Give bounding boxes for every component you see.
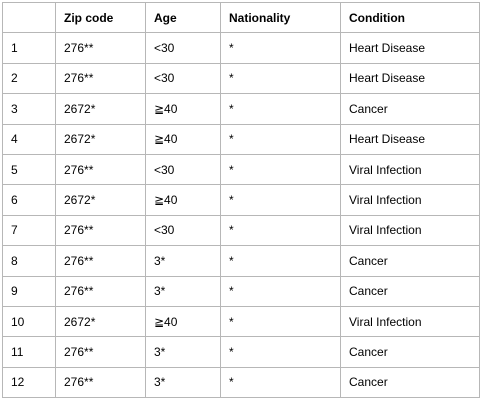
cell-index: 10 <box>2 305 56 338</box>
cell-age: <30 <box>145 62 221 95</box>
table-row: 1 276** <30 * Heart Disease <box>2 32 480 64</box>
cell-zip-code: 276** <box>55 214 146 247</box>
cell-nationality: * <box>220 214 341 247</box>
cell-condition: Cancer <box>340 245 480 277</box>
cell-index: 6 <box>2 184 56 216</box>
cell-index: 8 <box>2 245 56 277</box>
cell-index: 7 <box>2 214 56 247</box>
cell-nationality: * <box>220 123 341 155</box>
cell-condition: Heart Disease <box>340 62 480 95</box>
cell-zip-code: 276** <box>55 275 146 307</box>
cell-zip-code: 276** <box>55 153 146 186</box>
cell-index: 3 <box>2 93 56 125</box>
cell-nationality: * <box>220 62 341 95</box>
cell-condition: Heart Disease <box>340 32 480 64</box>
table-row: 5 276** <30 * Viral Infection <box>2 153 480 186</box>
header-zip-code: Zip code <box>55 1 146 34</box>
cell-condition: Cancer <box>340 93 480 125</box>
cell-index: 9 <box>2 275 56 307</box>
data-table: Zip code Age Nationality Condition 1 276*… <box>2 1 480 399</box>
cell-nationality: * <box>220 93 341 125</box>
cell-condition: Cancer <box>340 275 480 307</box>
table-body: 1 276** <30 * Heart Disease 2 276** <30 * Heart D… <box>2 32 480 399</box>
cell-nationality: * <box>220 245 341 277</box>
cell-age: <30 <box>145 153 221 186</box>
cell-zip-code: 2672* <box>55 123 146 155</box>
cell-zip-code: 2672* <box>55 184 146 216</box>
table-container: Zip code Age Nationality Condition 1 276*… <box>2 1 480 399</box>
cell-zip-code: 276** <box>55 32 146 64</box>
cell-condition: Viral Infection <box>340 153 480 186</box>
cell-condition: Cancer <box>340 366 480 399</box>
header-condition: Condition <box>340 1 480 34</box>
cell-zip-code: 2672* <box>55 305 146 338</box>
cell-zip-code: 276** <box>55 366 146 399</box>
cell-age: 3* <box>145 336 221 368</box>
cell-nationality: * <box>220 305 341 338</box>
header-age: Age <box>145 1 221 34</box>
cell-age: ≧40 <box>145 184 221 216</box>
cell-zip-code: 276** <box>55 245 146 277</box>
cell-nationality: * <box>220 184 341 216</box>
cell-age: ≧40 <box>145 305 221 338</box>
cell-index: 11 <box>2 336 56 368</box>
cell-condition: Viral Infection <box>340 184 480 216</box>
cell-age: 3* <box>145 245 221 277</box>
cell-zip-code: 2672* <box>55 93 146 125</box>
cell-zip-code: 276** <box>55 62 146 95</box>
table-row: 11 276** 3* * Cancer <box>2 336 480 368</box>
table-row: 2 276** <30 * Heart Disease <box>2 62 480 95</box>
cell-index: 2 <box>2 62 56 95</box>
cell-condition: Viral Infection <box>340 305 480 338</box>
cell-condition: Heart Disease <box>340 123 480 155</box>
cell-index: 1 <box>2 32 56 64</box>
cell-nationality: * <box>220 153 341 186</box>
cell-age: <30 <box>145 214 221 247</box>
cell-age: 3* <box>145 275 221 307</box>
cell-nationality: * <box>220 32 341 64</box>
header-nationality: Nationality <box>220 1 341 34</box>
table-row: 6 2672* ≧40 * Viral Infection <box>2 184 480 216</box>
table-header-row: Zip code Age Nationality Condition <box>2 1 480 34</box>
header-index <box>2 1 56 34</box>
table-row: 4 2672* ≧40 * Heart Disease <box>2 123 480 155</box>
cell-index: 12 <box>2 366 56 399</box>
cell-zip-code: 276** <box>55 336 146 368</box>
cell-condition: Viral Infection <box>340 214 480 247</box>
cell-condition: Cancer <box>340 336 480 368</box>
table-row: 12 276** 3* * Cancer <box>2 366 480 399</box>
cell-age: ≧40 <box>145 93 221 125</box>
cell-nationality: * <box>220 366 341 399</box>
table-row: 10 2672* ≧40 * Viral Infection <box>2 305 480 338</box>
table-row: 7 276** <30 * Viral Infection <box>2 214 480 247</box>
cell-index: 5 <box>2 153 56 186</box>
cell-nationality: * <box>220 336 341 368</box>
table-row: 3 2672* ≧40 * Cancer <box>2 93 480 125</box>
cell-age: <30 <box>145 32 221 64</box>
cell-age: ≧40 <box>145 123 221 155</box>
cell-index: 4 <box>2 123 56 155</box>
table-row: 8 276** 3* * Cancer <box>2 245 480 277</box>
cell-age: 3* <box>145 366 221 399</box>
table-row: 9 276** 3* * Cancer <box>2 275 480 307</box>
cell-nationality: * <box>220 275 341 307</box>
